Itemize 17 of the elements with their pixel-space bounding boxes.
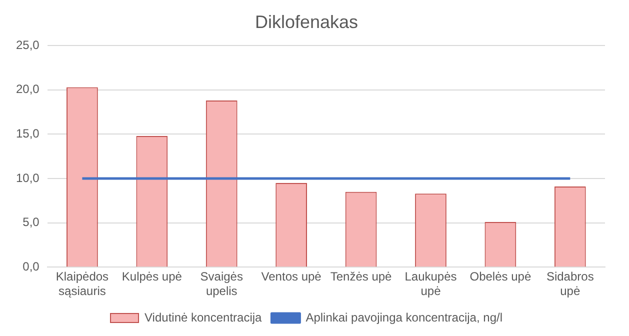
- x-tick-label: Ventos upė: [261, 270, 322, 284]
- y-tick-label: 5,0: [22, 215, 40, 230]
- chart-title: Diklofenakas: [254, 12, 358, 32]
- y-tick-label: 20,0: [16, 82, 40, 96]
- x-tick-label: Svaigės upelis: [200, 270, 243, 298]
- x-tick-label: Laukupės upė: [404, 270, 457, 298]
- legend-label: Vidutinė koncentracija: [144, 310, 262, 324]
- x-tick-label: Tenžės upė: [330, 270, 392, 284]
- x-tick-label: Klaipėdos sąsiauris: [56, 270, 109, 298]
- y-tick-label: 10,0: [16, 170, 40, 185]
- legend-label: Aplinkai pavojinga koncentracija, ng/l: [306, 310, 502, 324]
- y-tick-label: 15,0: [16, 126, 40, 141]
- y-tick-label: 25,0: [16, 38, 40, 52]
- x-tick-label: Kulpės upė: [122, 270, 182, 284]
- x-tick-label: Sidabros upė: [546, 270, 594, 298]
- y-tick-label: 0,0: [22, 260, 40, 274]
- x-tick-label: Obelės upė: [470, 270, 532, 284]
